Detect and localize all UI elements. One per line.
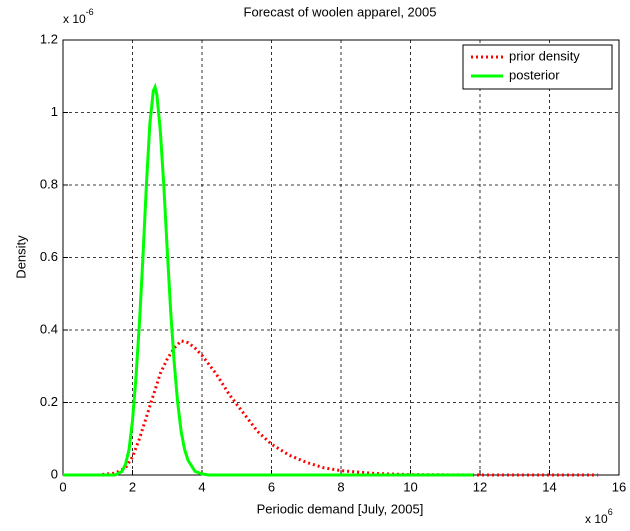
x-tick-label: 0 xyxy=(59,479,66,494)
x-multiplier: x 106 xyxy=(585,507,613,526)
y-tick-label: 1.2 xyxy=(40,31,58,46)
data-line xyxy=(87,339,599,477)
y-multiplier: x 10-6 xyxy=(63,7,94,26)
x-tick-label: 6 xyxy=(268,479,275,494)
y-tick-label: 0.8 xyxy=(40,176,58,191)
x-multiplier-exp: 6 xyxy=(608,507,613,517)
x-tick-label: 4 xyxy=(198,479,205,494)
y-tick-label: 0.6 xyxy=(40,249,58,264)
y-tick-label: 0 xyxy=(51,466,58,481)
x-tick-label: 14 xyxy=(542,479,556,494)
data-line xyxy=(63,82,474,477)
x-tick-label: 8 xyxy=(337,479,344,494)
legend-label: prior density xyxy=(509,48,580,63)
y-multiplier-exp: -6 xyxy=(86,7,94,17)
chart-title: Forecast of woolen apparel, 2005 xyxy=(244,4,437,19)
x-tick-label: 16 xyxy=(612,479,626,494)
x-tick-label: 2 xyxy=(129,479,136,494)
x-axis-label: Periodic demand [July, 2005] xyxy=(257,501,424,516)
y-multiplier-base: x 10 xyxy=(63,12,86,26)
y-tick-label: 1 xyxy=(51,104,58,119)
legend-box xyxy=(462,44,613,90)
x-tick-label: 10 xyxy=(403,479,417,494)
y-tick-label: 0.4 xyxy=(40,321,58,336)
x-multiplier-base: x 10 xyxy=(585,512,608,526)
legend-label: posterior xyxy=(509,67,560,82)
y-tick-label: 0.2 xyxy=(40,394,58,409)
y-axis-label: Density xyxy=(13,235,28,279)
x-tick-label: 12 xyxy=(473,479,487,494)
